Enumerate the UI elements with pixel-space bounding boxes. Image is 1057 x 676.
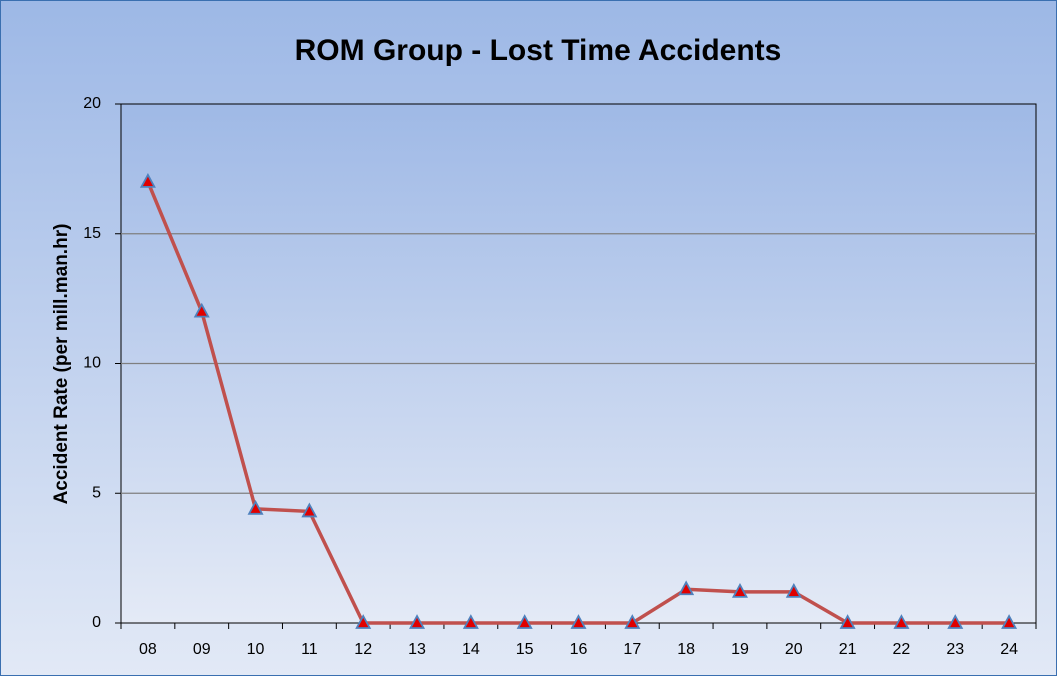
marker <box>624 614 641 629</box>
x-tick-label: 18 <box>677 641 695 658</box>
x-tick-label: 09 <box>193 641 211 658</box>
x-tick-label: 21 <box>839 641 857 658</box>
chart-title: ROM Group - Lost Time Accidents <box>295 34 782 67</box>
y-tick-label: 10 <box>83 355 101 372</box>
marker <box>355 614 372 629</box>
y-tick-label: 5 <box>92 484 101 501</box>
x-tick-label: 12 <box>354 641 372 658</box>
marker <box>193 302 210 318</box>
x-tick-label: 23 <box>946 641 964 658</box>
x-tick-label: 11 <box>301 641 318 658</box>
x-tick-label: 24 <box>1000 641 1018 658</box>
x-tick-label: 17 <box>623 641 641 658</box>
marker <box>678 580 695 596</box>
x-tick-label: 13 <box>408 641 426 658</box>
marker <box>731 582 748 598</box>
marker <box>947 614 964 629</box>
marker <box>462 614 479 629</box>
x-tick-label: 19 <box>731 641 749 658</box>
marker <box>839 614 856 629</box>
x-tick-label: 22 <box>893 641 911 658</box>
marker <box>516 614 533 629</box>
x-tick-label: 10 <box>247 641 265 658</box>
marker <box>1001 614 1018 629</box>
y-tick-label: 0 <box>92 614 101 631</box>
marker <box>570 614 587 629</box>
y-axis-label: Accident Rate (per mill.man.hr) <box>51 224 72 505</box>
marker <box>301 502 318 518</box>
x-tick-label: 16 <box>570 641 588 658</box>
marker <box>409 614 426 629</box>
marker <box>893 614 910 629</box>
marker <box>139 172 156 188</box>
x-tick-label: 20 <box>785 641 803 658</box>
y-tick-label: 15 <box>83 225 101 242</box>
x-tick-label: 15 <box>516 641 534 658</box>
marker <box>785 582 802 598</box>
x-tick-label: 08 <box>139 641 157 658</box>
y-tick-label: 20 <box>83 95 101 112</box>
x-tick-label: 14 <box>462 641 480 658</box>
marker <box>247 499 264 515</box>
